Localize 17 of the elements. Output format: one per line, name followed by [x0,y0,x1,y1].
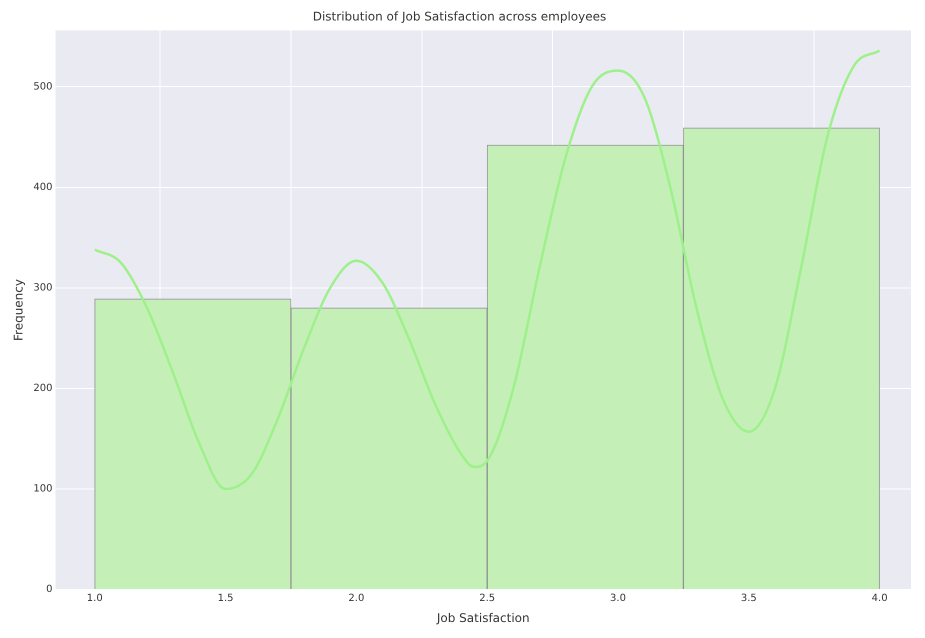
y-tick-label: 200 [33,383,52,394]
chart-title: Distribution of Job Satisfaction across employees [312,9,606,24]
y-tick-label: 0 [46,584,52,596]
x-tick-label: 1.0 [86,593,103,604]
y-tick-label: 300 [33,282,52,294]
y-tick-label: 100 [33,484,52,495]
y-tick-label: 400 [33,182,52,193]
x-tick-label: 2.0 [348,593,364,604]
y-tick-label: 500 [33,81,52,92]
x-tick-label: 3.5 [740,593,757,604]
y-axis-title: Frequency [11,279,26,341]
x-tick-label: 4.0 [872,593,888,604]
x-tick-label: 3.0 [610,593,626,604]
x-tick-label: 1.5 [218,593,234,604]
x-tick-label: 2.5 [479,593,496,604]
line-series [93,49,881,490]
x-axis-title: Job Satisfaction [436,610,530,625]
